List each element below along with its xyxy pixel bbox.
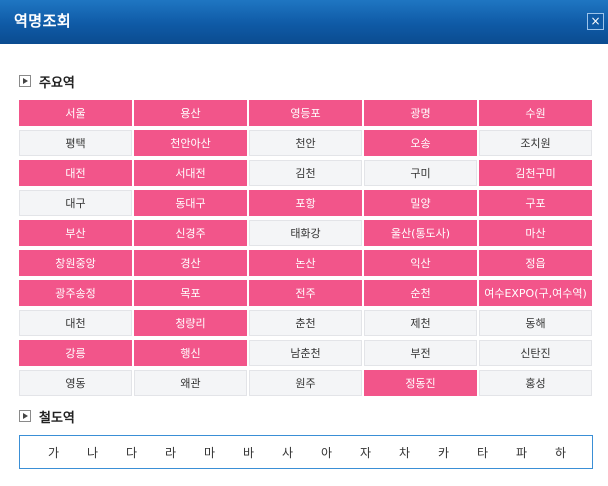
station-button[interactable]: 동대구 (134, 190, 247, 216)
railway-stations-label: 철도역 (39, 410, 75, 426)
station-button[interactable]: 경산 (134, 250, 247, 276)
station-button[interactable]: 영등포 (249, 100, 362, 126)
station-button[interactable]: 익산 (364, 250, 477, 276)
station-button[interactable]: 조치원 (479, 130, 592, 156)
station-button[interactable]: 원주 (249, 370, 362, 396)
station-button[interactable]: 마산 (479, 220, 592, 246)
station-button[interactable]: 태화강 (249, 220, 362, 246)
station-button[interactable]: 동해 (479, 310, 592, 336)
station-button[interactable]: 여수EXPO(구,여수역) (479, 280, 592, 306)
station-button[interactable]: 강릉 (19, 340, 132, 366)
initial-filter-link[interactable]: 바 (242, 445, 255, 460)
play-bullet-icon (19, 75, 31, 87)
station-button[interactable]: 정동진 (364, 370, 477, 396)
station-button[interactable]: 홍성 (479, 370, 592, 396)
station-button[interactable]: 신경주 (134, 220, 247, 246)
station-grid: 서울 용산 영등포 광명 수원 평택 천안아산 천안 오송 조치원 대전 서대전 김천 구미 김천구미 대구 동… (19, 100, 592, 396)
station-button[interactable]: 밀양 (364, 190, 477, 216)
station-button[interactable]: 서울 (19, 100, 132, 126)
station-button[interactable]: 행신 (134, 340, 247, 366)
station-button[interactable]: 순천 (364, 280, 477, 306)
initial-filter-link[interactable]: 가 (47, 445, 60, 460)
initial-filter-link[interactable]: 차 (398, 445, 411, 460)
station-button[interactable]: 김천 (249, 160, 362, 186)
window-title: 역명조회 (14, 12, 72, 30)
station-button[interactable]: 울산(통도사) (364, 220, 477, 246)
station-button[interactable]: 남춘천 (249, 340, 362, 366)
play-bullet-icon (19, 410, 31, 422)
station-button[interactable]: 광주송정 (19, 280, 132, 306)
station-button[interactable]: 춘천 (249, 310, 362, 336)
station-button[interactable]: 오송 (364, 130, 477, 156)
station-button[interactable]: 제천 (364, 310, 477, 336)
station-button[interactable]: 김천구미 (479, 160, 592, 186)
station-button[interactable]: 천안아산 (134, 130, 247, 156)
station-button[interactable]: 용산 (134, 100, 247, 126)
station-button[interactable]: 대구 (19, 190, 132, 216)
station-button[interactable]: 전주 (249, 280, 362, 306)
station-button[interactable]: 창원중앙 (19, 250, 132, 276)
initial-filter-link[interactable]: 타 (476, 445, 489, 460)
window-titlebar: 역명조회 × (0, 0, 608, 44)
initial-filter-link[interactable]: 파 (515, 445, 528, 460)
station-button[interactable]: 포항 (249, 190, 362, 216)
station-button[interactable]: 논산 (249, 250, 362, 276)
initial-filter-link[interactable]: 아 (320, 445, 333, 460)
station-button[interactable]: 평택 (19, 130, 132, 156)
initial-filter-link[interactable]: 라 (164, 445, 177, 460)
initial-filter-link[interactable]: 마 (203, 445, 216, 460)
initial-filter-link[interactable]: 카 (437, 445, 450, 460)
station-button[interactable]: 정읍 (479, 250, 592, 276)
initial-filter-link[interactable]: 나 (86, 445, 99, 460)
station-button[interactable]: 영동 (19, 370, 132, 396)
station-button[interactable]: 대천 (19, 310, 132, 336)
major-stations-label: 주요역 (39, 75, 75, 91)
initial-filter-link[interactable]: 다 (125, 445, 138, 460)
station-button[interactable]: 신탄진 (479, 340, 592, 366)
station-button[interactable]: 구포 (479, 190, 592, 216)
initial-filter-link[interactable]: 하 (554, 445, 567, 460)
station-button[interactable]: 부전 (364, 340, 477, 366)
major-stations-heading: 주요역 (19, 73, 75, 91)
station-button[interactable]: 부산 (19, 220, 132, 246)
station-button[interactable]: 왜관 (134, 370, 247, 396)
initial-filter-link[interactable]: 사 (281, 445, 294, 460)
initial-filter-link[interactable]: 자 (359, 445, 372, 460)
station-button[interactable]: 천안 (249, 130, 362, 156)
station-button[interactable]: 수원 (479, 100, 592, 126)
station-button[interactable]: 광명 (364, 100, 477, 126)
station-button[interactable]: 목포 (134, 280, 247, 306)
close-button[interactable]: × (587, 13, 604, 30)
station-button[interactable]: 구미 (364, 160, 477, 186)
railway-stations-heading: 철도역 (19, 408, 75, 426)
station-button[interactable]: 대전 (19, 160, 132, 186)
station-button[interactable]: 청량리 (134, 310, 247, 336)
station-button[interactable]: 서대전 (134, 160, 247, 186)
